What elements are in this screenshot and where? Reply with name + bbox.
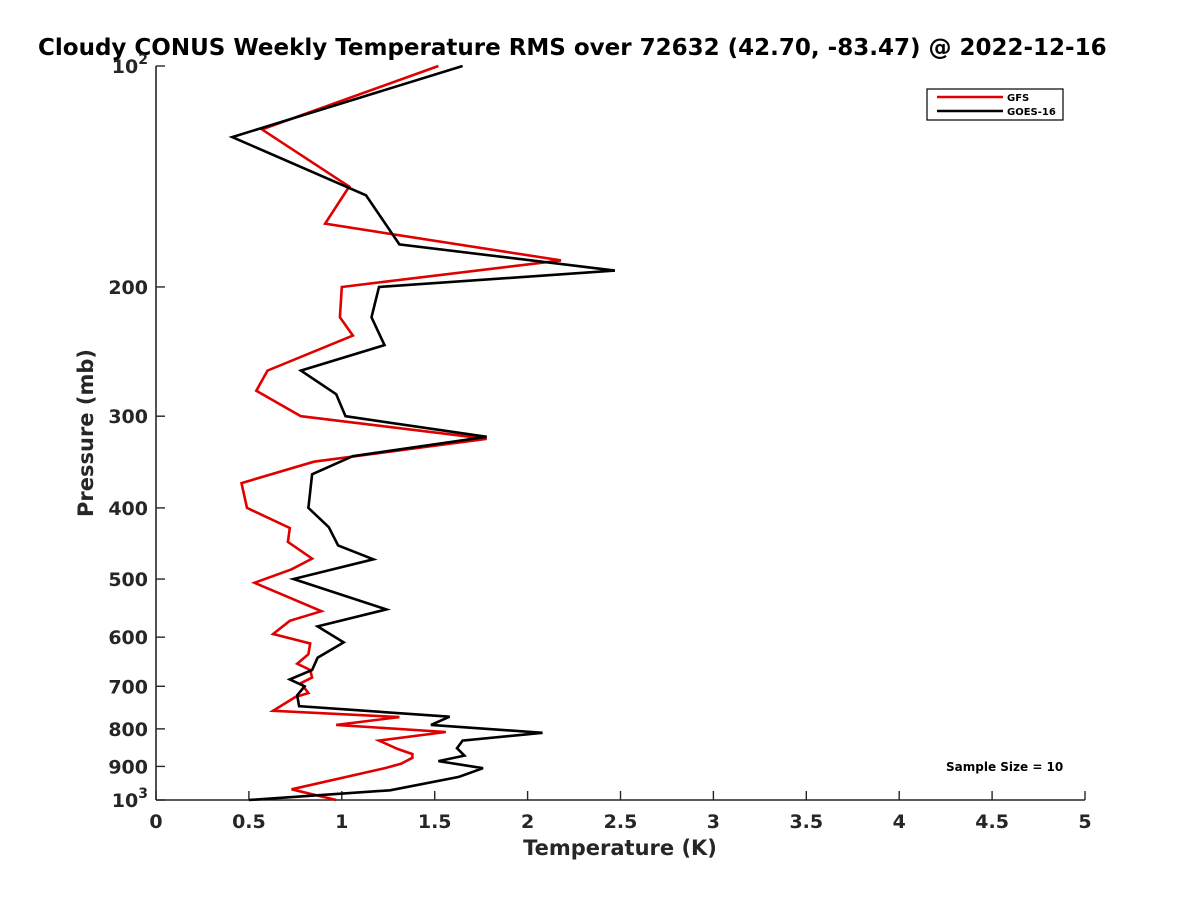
x-axis-label: Temperature (K) xyxy=(523,836,717,860)
chart-title: Cloudy CONUS Weekly Temperature RMS over… xyxy=(38,35,1107,61)
x-tick-label: 0 xyxy=(149,811,162,833)
x-tick-label: 5 xyxy=(1078,811,1091,833)
legend-label: GOES-16 xyxy=(1007,107,1056,118)
series-line-gfs xyxy=(239,64,562,802)
y-tick-label: 600 xyxy=(108,627,148,649)
sample-size-annotation: Sample Size = 10 xyxy=(946,760,1063,774)
y-tick-label: 700 xyxy=(108,676,148,698)
y-ticks: 102 200 300 400 500 600 700 800 900 103 xyxy=(108,52,165,812)
y-tick-label: 300 xyxy=(108,406,148,428)
x-tick-label: 3.5 xyxy=(789,811,823,833)
legend-label: GFS xyxy=(1007,93,1029,104)
x-tick-label: 4.5 xyxy=(975,811,1009,833)
legend-items: GFS GOES-16 xyxy=(937,93,1056,118)
y-tick-label: 500 xyxy=(108,569,148,591)
series-line-goes-16 xyxy=(228,64,616,802)
x-tick-label: 2 xyxy=(521,811,534,833)
x-tick-label: 4 xyxy=(893,811,906,833)
y-tick-label: 800 xyxy=(108,719,148,741)
y-tick-label: 103 xyxy=(112,786,148,812)
axes xyxy=(155,66,1085,801)
x-tick-label: 2.5 xyxy=(604,811,638,833)
x-tick-label: 3 xyxy=(707,811,720,833)
y-tick-label: 102 xyxy=(112,52,148,78)
x-tick-label: 1 xyxy=(335,811,348,833)
y-tick-label: 400 xyxy=(108,498,148,520)
y-axis-label: Pressure (mb) xyxy=(74,349,98,517)
x-tick-label: 0.5 xyxy=(232,811,266,833)
series xyxy=(228,64,616,802)
y-tick-label: 200 xyxy=(108,277,148,299)
legend-box xyxy=(926,88,1064,121)
y-tick-label: 900 xyxy=(108,756,148,778)
x-tick-label: 1.5 xyxy=(418,811,452,833)
x-ticks: 0 0.5 1 1.5 2 2.5 3 3.5 4 4.5 5 xyxy=(149,791,1092,833)
legend: GFS GOES-16 xyxy=(926,88,1064,121)
